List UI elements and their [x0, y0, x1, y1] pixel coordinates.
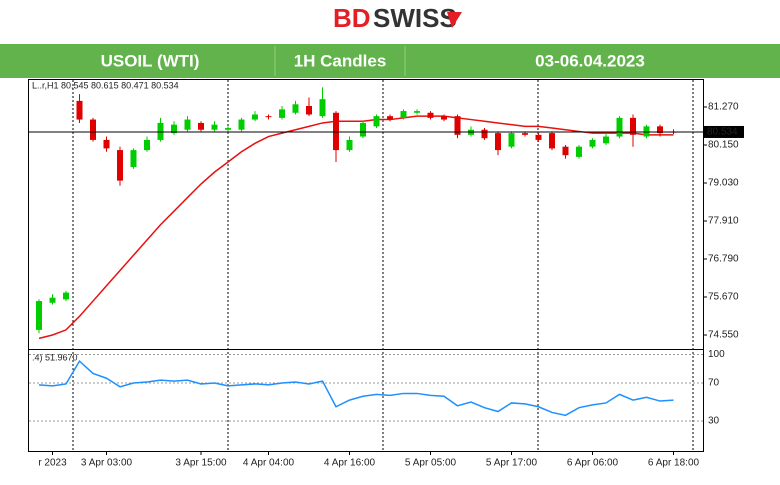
- candle-body: [103, 139, 110, 149]
- day-separators: [72, 80, 694, 452]
- date-range: 03-06.04.2023: [535, 51, 645, 70]
- candle-body: [157, 122, 164, 140]
- candle-body: [90, 119, 96, 140]
- candle-body: [522, 133, 528, 135]
- candle-body: [76, 100, 83, 120]
- candle-body: [387, 116, 393, 120]
- x-tick-label: 6 Apr 06:00: [567, 458, 619, 469]
- logo-swiss: SWISS: [373, 3, 457, 33]
- candle-body: [373, 116, 380, 127]
- x-tick-label: 3 Apr 15:00: [175, 458, 227, 469]
- y-tick-label: 80.150: [708, 140, 739, 151]
- candle-body: [360, 122, 366, 137]
- y-tick-label: 74.550: [708, 330, 739, 341]
- y-tick-label: 81.270: [708, 102, 739, 113]
- candle-body: [333, 112, 339, 151]
- x-tick-label: r 2023: [38, 458, 67, 469]
- candle-body: [630, 117, 636, 135]
- x-tick-label: 5 Apr 17:00: [486, 458, 538, 469]
- rsi-line: [38, 359, 674, 417]
- candle-body: [441, 116, 447, 120]
- x-tick-label: 3 Apr 03:00: [81, 458, 133, 469]
- candle-body: [238, 119, 245, 130]
- candle-body: [508, 133, 515, 147]
- candle-body: [265, 116, 272, 118]
- rsi-info: .4) 51.9670: [32, 352, 78, 362]
- x-tick-label: 6 Apr 18:00: [648, 458, 700, 469]
- chart-frame: [28, 79, 704, 452]
- symbol: USOIL (WTI): [101, 51, 200, 70]
- y-tick-label: 77.910: [708, 216, 739, 227]
- candle-body: [144, 139, 150, 151]
- ohlc-info: L..r,H1 80.545 80.615 80.471 80.534: [32, 80, 179, 90]
- candle-body: [657, 126, 663, 134]
- x-tick-label: 5 Apr 05:00: [405, 458, 457, 469]
- candle-body: [549, 133, 555, 149]
- candle-body: [306, 105, 312, 115]
- y-tick-label: 76.790: [708, 254, 739, 265]
- candle-body: [427, 112, 434, 118]
- y-tick-label: 79.030: [708, 178, 739, 189]
- current-price-label: 80.534: [707, 127, 738, 138]
- candle-body: [319, 99, 326, 117]
- candle-body: [184, 119, 191, 130]
- candle-body: [211, 124, 218, 130]
- candle-body: [252, 114, 258, 120]
- candle-body: [481, 129, 488, 139]
- candle-body: [292, 104, 299, 113]
- candle-body: [49, 297, 56, 303]
- rsi-tick-label: 100: [708, 349, 725, 360]
- title-bar: [0, 44, 780, 78]
- candle-body: [225, 128, 231, 130]
- x-tick-label: 4 Apr 16:00: [324, 458, 376, 469]
- rsi-tick-label: 30: [708, 416, 720, 427]
- moving-average: [38, 115, 674, 340]
- candle-body: [36, 301, 42, 330]
- candle-body: [346, 139, 353, 151]
- candle-body: [63, 292, 69, 300]
- candle-body: [616, 117, 623, 137]
- candle-body: [643, 126, 650, 137]
- candle-body: [198, 122, 204, 130]
- logo-bd: BD: [333, 3, 371, 33]
- candle-body: [495, 133, 501, 151]
- x-tick-label: 4 Apr 04:00: [243, 458, 295, 469]
- candle-body: [171, 124, 177, 134]
- candle-body: [414, 111, 420, 113]
- candle-body: [130, 150, 137, 168]
- candle-body: [117, 150, 123, 181]
- rsi-tick-label: 70: [708, 378, 720, 389]
- candle-body: [454, 116, 461, 135]
- candle-body: [400, 111, 407, 118]
- timeframe: 1H Candles: [294, 51, 387, 70]
- candle-body: [576, 146, 582, 157]
- candle-body: [562, 146, 569, 156]
- y-tick-label: 75.670: [708, 292, 739, 303]
- candle-body: [603, 136, 609, 144]
- candle-body: [589, 139, 596, 147]
- logo-arrow: [447, 12, 462, 28]
- current-price-box: [704, 125, 744, 138]
- candle-body: [535, 134, 542, 140]
- candle-body: [279, 109, 285, 118]
